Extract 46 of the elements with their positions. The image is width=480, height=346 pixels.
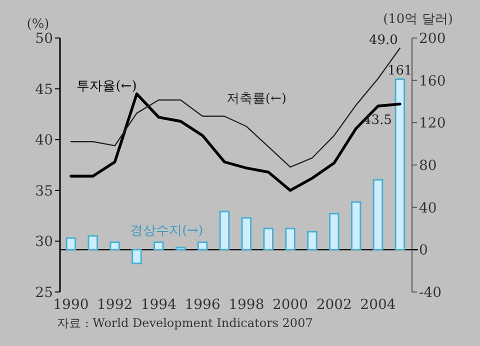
- bar: [197, 242, 208, 250]
- x-tick-label: 1994: [140, 297, 177, 313]
- y2-tick-label: -40: [419, 285, 442, 301]
- y2-tick-label: 160: [419, 73, 446, 90]
- x-tick-label: 2000: [272, 297, 308, 313]
- line-series: [70, 92, 402, 192]
- bar: [132, 248, 142, 264]
- text: 자료 : World Development Indicators 2007: [57, 316, 313, 330]
- bar: [219, 210, 230, 250]
- bar: [110, 242, 120, 250]
- bar: [372, 179, 384, 250]
- bar: [88, 235, 98, 250]
- bar: [307, 230, 318, 250]
- series-label: 저축률(←): [226, 91, 286, 106]
- y-tick-label: 25: [35, 285, 53, 301]
- y2-tick-label: 80: [419, 158, 437, 174]
- x-tick-label: 2004: [360, 297, 396, 313]
- y-tick-label: 45: [35, 82, 53, 98]
- bar: [329, 212, 340, 250]
- y-tick-label: 30: [35, 234, 53, 250]
- y2-tick-label: 0: [419, 242, 428, 259]
- bar: [175, 246, 186, 250]
- bar: [263, 228, 274, 250]
- y-tick-label: 35: [35, 183, 53, 200]
- series-label: 투자율(←): [76, 78, 137, 94]
- bar: [394, 78, 406, 250]
- x-tick-label: 1996: [184, 297, 220, 313]
- data-label: 49.0: [368, 33, 398, 48]
- bar: [241, 217, 252, 250]
- y-tick-label: 50: [35, 31, 53, 47]
- bar: [285, 228, 296, 250]
- x-tick-label: 1990: [53, 297, 89, 313]
- x-tick-label: 1998: [228, 297, 264, 313]
- y2-axis-title: (10억 달러): [383, 12, 453, 27]
- data-label: 161: [388, 63, 412, 78]
- y-tick-label: 40: [35, 132, 53, 149]
- bar: [350, 201, 362, 250]
- y2-tick-label: 200: [419, 31, 446, 47]
- y2-tick-label: 40: [419, 200, 437, 216]
- x-tick-label: 1992: [97, 297, 133, 313]
- bar: [154, 242, 164, 250]
- series-label: 경상수지(→): [130, 223, 204, 238]
- y2-tick-label: 120: [419, 116, 446, 132]
- x-tick-label: 2002: [316, 297, 352, 313]
- bar: [66, 237, 76, 250]
- y-axis-title: (%): [26, 17, 50, 32]
